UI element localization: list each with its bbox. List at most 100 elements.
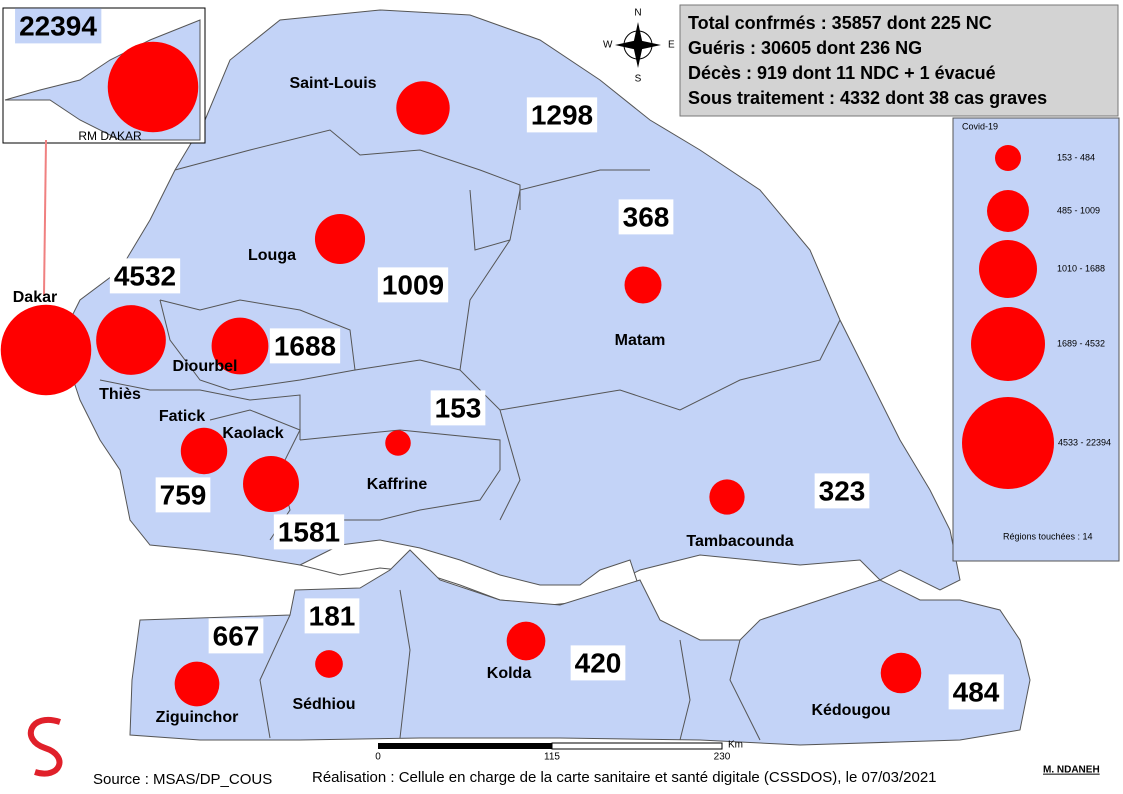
scale-bar bbox=[551, 742, 723, 750]
summary-box bbox=[679, 4, 1119, 117]
case-symbol bbox=[506, 621, 546, 661]
summary-line: Sous traitement : 4332 dont 38 cas grave… bbox=[688, 88, 1047, 108]
case-label-bg bbox=[430, 390, 486, 426]
region-name: Thiès bbox=[99, 386, 141, 403]
case-symbol bbox=[315, 650, 343, 678]
region-name: Ziguinchor bbox=[156, 709, 239, 726]
legend-label: 153 - 484 bbox=[1057, 152, 1095, 162]
case-label-bg bbox=[109, 258, 181, 294]
region-name: Kolda bbox=[487, 665, 532, 682]
region-name: Sédhiou bbox=[292, 696, 355, 713]
region-name: Matam bbox=[615, 332, 666, 349]
border bbox=[679, 639, 691, 741]
compass-n: N bbox=[634, 8, 641, 19]
case-label-bg bbox=[269, 328, 341, 364]
case-label: 759 bbox=[160, 479, 207, 510]
case-symbol bbox=[0, 304, 92, 396]
case-label-bg bbox=[814, 473, 870, 509]
scale-tick: 230 bbox=[714, 752, 731, 763]
case-symbol bbox=[314, 213, 366, 265]
source: Source : MSAS/DP_COUS bbox=[93, 771, 272, 788]
region-name: Dakar bbox=[13, 289, 57, 306]
compass: N S E W bbox=[603, 8, 675, 85]
compass-s: S bbox=[635, 74, 642, 85]
case-symbol bbox=[624, 266, 662, 304]
border bbox=[174, 129, 521, 210]
scale-unit: Km bbox=[728, 740, 743, 751]
credit: Réalisation : Cellule en charge de la ca… bbox=[312, 769, 937, 786]
inset-pointer bbox=[43, 139, 47, 296]
region-name: Fatick bbox=[159, 408, 205, 425]
case-label: 1581 bbox=[278, 516, 340, 547]
case-label-bg bbox=[273, 514, 345, 550]
case-label: 22394 bbox=[19, 10, 97, 41]
case-label-bg bbox=[155, 477, 211, 513]
senegal-north bbox=[59, 9, 961, 596]
inset-label: RM DAKAR bbox=[78, 129, 142, 143]
case-label: 153 bbox=[435, 392, 482, 423]
case-symbol bbox=[180, 427, 228, 475]
border bbox=[499, 409, 521, 521]
compass-e: E bbox=[668, 40, 675, 51]
summary-line: Total confrmés : 35857 dont 225 NC bbox=[688, 13, 992, 33]
case-label: 323 bbox=[819, 475, 866, 506]
summary-line: Guéris : 30605 dont 236 NG bbox=[688, 38, 922, 58]
case-label: 1009 bbox=[382, 269, 444, 300]
legend-label: 1010 - 1688 bbox=[1057, 263, 1105, 273]
case-label-bg bbox=[208, 618, 264, 654]
legend-title: Covid-19 bbox=[962, 121, 998, 131]
author: M. NDANEH bbox=[1043, 765, 1100, 776]
case-label: 484 bbox=[953, 676, 1000, 707]
border bbox=[299, 429, 501, 521]
case-symbol bbox=[385, 430, 411, 456]
case-label-bg bbox=[570, 645, 626, 681]
region-name: Diourbel bbox=[173, 358, 238, 375]
legend-label: 485 - 1009 bbox=[1057, 205, 1100, 215]
scale-tick: 115 bbox=[544, 752, 560, 763]
case-label-bg bbox=[526, 97, 598, 133]
case-label: 1298 bbox=[531, 99, 593, 130]
case-label-bg bbox=[618, 199, 674, 235]
case-label: 1688 bbox=[274, 330, 336, 361]
case-label: 368 bbox=[623, 201, 670, 232]
case-symbol bbox=[107, 41, 199, 133]
summary-line: Décès : 919 dont 11 NDC + 1 évacué bbox=[688, 63, 996, 83]
case-symbol bbox=[211, 317, 269, 375]
region-name: Tambacounda bbox=[686, 533, 793, 550]
scale-tick: 0 bbox=[375, 752, 381, 763]
case-label-bg bbox=[15, 8, 102, 44]
border bbox=[99, 379, 301, 440]
border bbox=[159, 299, 461, 371]
legend-note: Régions touchées : 14 bbox=[1003, 531, 1093, 541]
case-label-bg bbox=[304, 598, 360, 634]
case-label: 181 bbox=[309, 600, 356, 631]
case-symbol bbox=[243, 456, 299, 512]
legend-symbol bbox=[962, 397, 1054, 489]
case-label-bg bbox=[377, 267, 449, 303]
case-label: 4532 bbox=[114, 260, 176, 291]
compass-w: W bbox=[603, 40, 613, 51]
border bbox=[159, 299, 356, 391]
case-label-bg bbox=[948, 674, 1004, 710]
region-name: Saint-Louis bbox=[289, 75, 376, 92]
scale-bar bbox=[378, 743, 552, 749]
border bbox=[469, 169, 650, 251]
border bbox=[399, 589, 411, 739]
legend-symbol bbox=[971, 307, 1045, 381]
legend-symbol bbox=[987, 190, 1029, 232]
region-name: Kaffrine bbox=[367, 476, 428, 493]
case-symbol bbox=[96, 305, 166, 375]
logo bbox=[27, 717, 63, 777]
border bbox=[259, 614, 291, 739]
legend-label: 4533 - 22394 bbox=[1058, 437, 1111, 447]
case-symbol bbox=[880, 652, 922, 694]
border bbox=[459, 239, 841, 411]
case-symbol bbox=[709, 479, 745, 515]
region-name: Kaolack bbox=[222, 425, 283, 442]
case-symbol bbox=[174, 661, 220, 707]
case-symbol bbox=[396, 81, 450, 135]
case-label: 420 bbox=[575, 647, 622, 678]
legend-label: 1689 - 4532 bbox=[1057, 338, 1105, 348]
legend-symbol bbox=[979, 240, 1037, 298]
